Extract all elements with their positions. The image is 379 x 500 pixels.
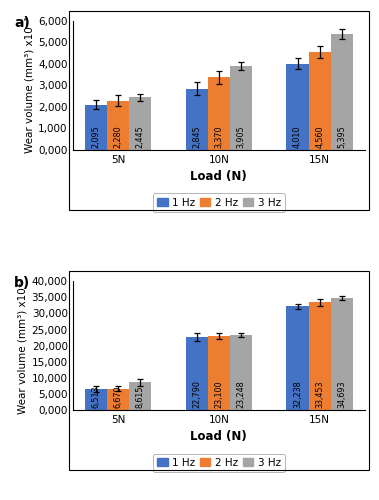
Text: 8,615: 8,615 xyxy=(136,386,145,408)
Bar xyxy=(129,97,151,150)
Text: 32,238: 32,238 xyxy=(293,380,302,408)
Text: 2,445: 2,445 xyxy=(136,125,145,148)
Bar xyxy=(107,100,129,150)
Text: 23,100: 23,100 xyxy=(215,380,223,408)
Text: 23,248: 23,248 xyxy=(236,380,246,408)
Text: 33,453: 33,453 xyxy=(315,380,324,408)
Bar xyxy=(230,335,252,410)
Bar xyxy=(309,52,331,150)
Legend: 1 Hz, 2 Hz, 3 Hz: 1 Hz, 2 Hz, 3 Hz xyxy=(153,454,285,472)
Text: 22,790: 22,790 xyxy=(192,380,201,408)
Text: 34,693: 34,693 xyxy=(337,380,346,408)
Text: 5,395: 5,395 xyxy=(337,125,346,148)
X-axis label: Load (N): Load (N) xyxy=(191,430,247,444)
Bar xyxy=(287,64,309,150)
Bar xyxy=(309,302,331,410)
Bar xyxy=(85,104,107,150)
Bar xyxy=(107,388,129,410)
Text: 2,280: 2,280 xyxy=(114,125,122,148)
Legend: 1 Hz, 2 Hz, 3 Hz: 1 Hz, 2 Hz, 3 Hz xyxy=(153,194,285,212)
Bar xyxy=(186,88,208,150)
Bar xyxy=(331,298,353,410)
Text: a): a) xyxy=(14,16,30,30)
X-axis label: Load (N): Load (N) xyxy=(191,170,247,183)
Bar xyxy=(85,389,107,410)
Text: 6,670: 6,670 xyxy=(114,386,122,408)
Text: 2,095: 2,095 xyxy=(91,125,100,148)
Y-axis label: Wear volume (mm³) x10⁻³: Wear volume (mm³) x10⁻³ xyxy=(17,278,28,414)
Text: 4,560: 4,560 xyxy=(315,125,324,148)
Bar xyxy=(287,306,309,410)
Text: b): b) xyxy=(14,276,30,290)
Text: 3,905: 3,905 xyxy=(236,125,246,148)
Bar xyxy=(230,66,252,150)
Bar xyxy=(186,336,208,410)
Text: 4,010: 4,010 xyxy=(293,126,302,148)
Bar xyxy=(129,382,151,410)
Bar xyxy=(208,78,230,150)
Text: 6,513: 6,513 xyxy=(91,386,100,408)
Bar xyxy=(208,336,230,410)
Bar xyxy=(331,34,353,150)
Y-axis label: Wear volume (mm³) x10⁻³: Wear volume (mm³) x10⁻³ xyxy=(24,17,34,154)
Text: 3,370: 3,370 xyxy=(215,125,223,148)
Text: 2,845: 2,845 xyxy=(192,125,201,148)
